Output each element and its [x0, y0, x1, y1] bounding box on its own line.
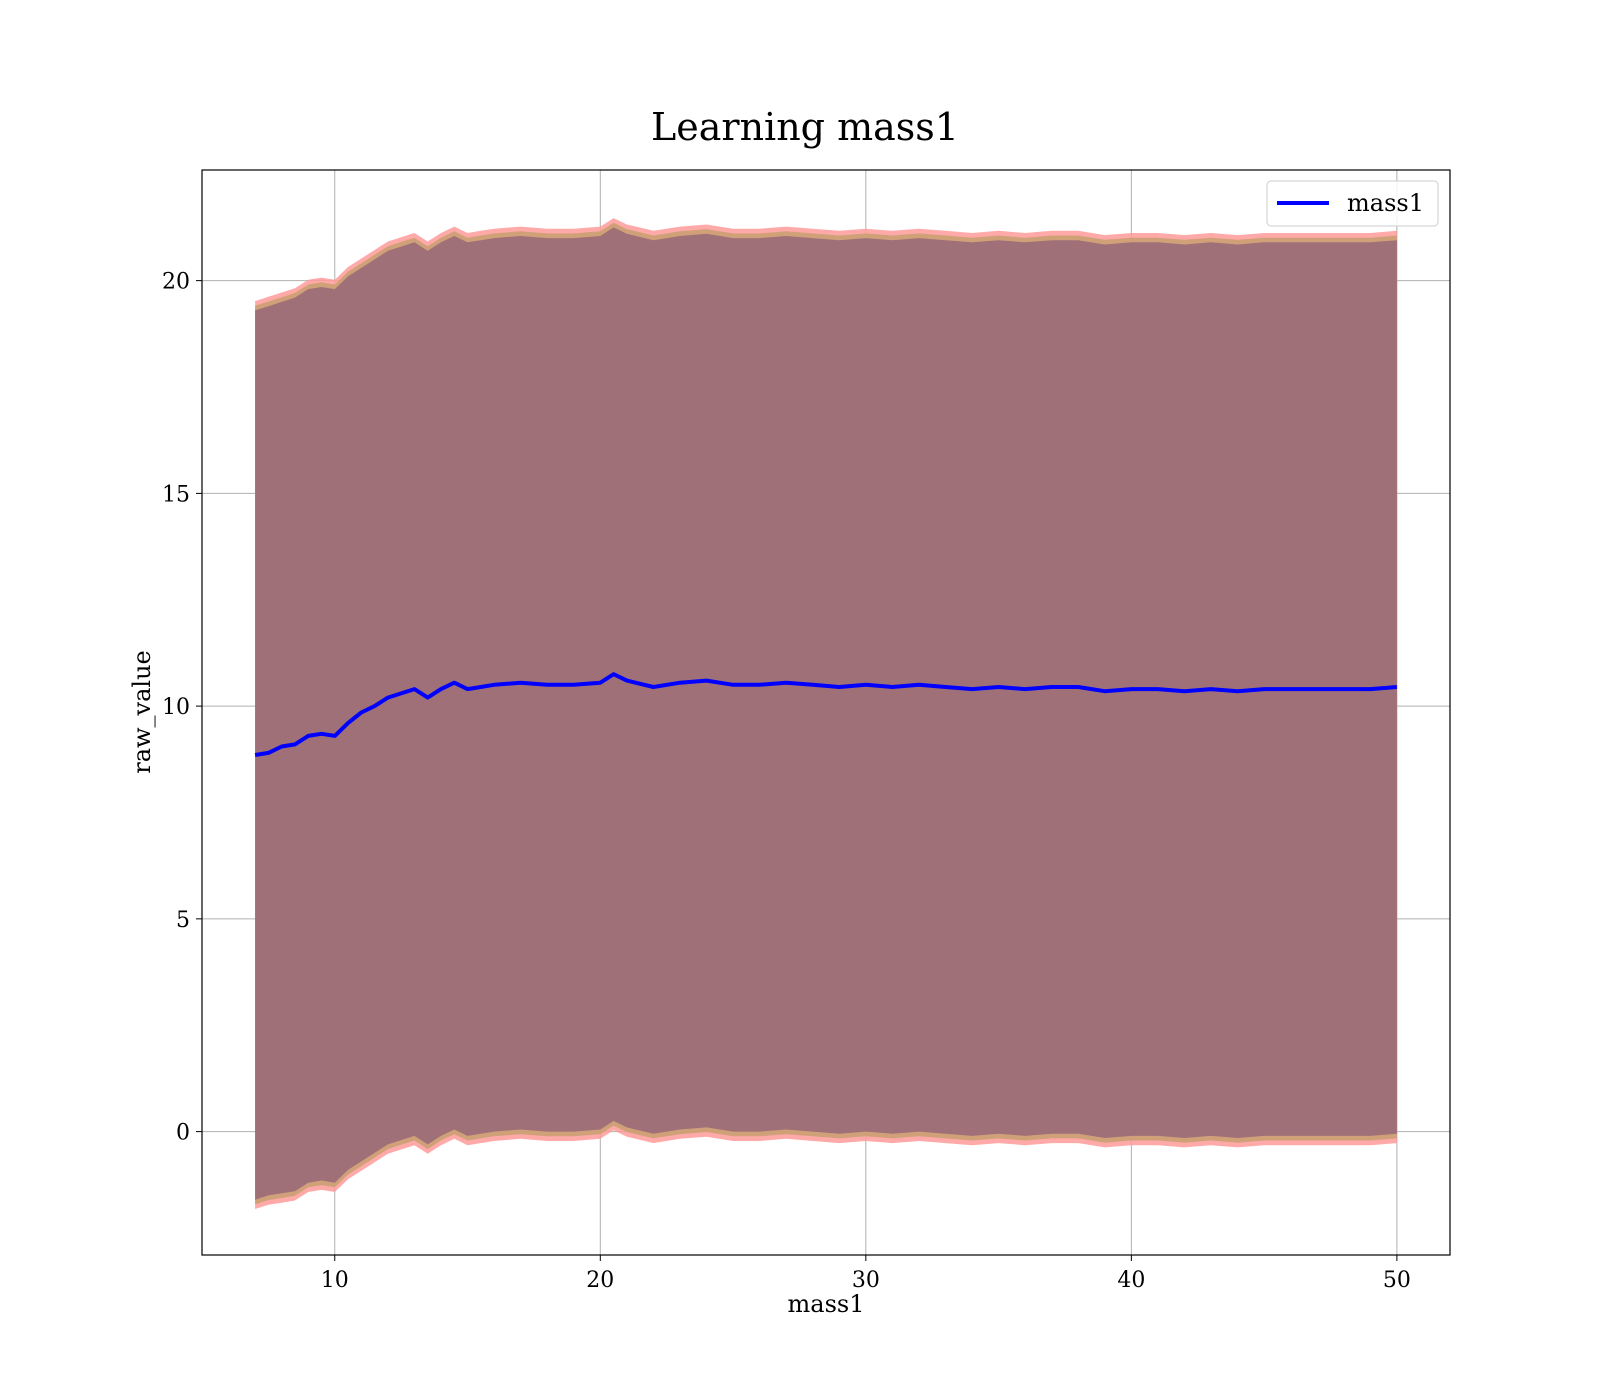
legend: mass1 — [1266, 180, 1439, 227]
tick-layer: 10 20 30 40 50 0 5 10 15 20 — [162, 270, 1411, 1293]
x-tick-label: 20 — [586, 1268, 614, 1293]
x-tick-label: 10 — [321, 1268, 349, 1293]
legend-label: mass1 — [1347, 189, 1424, 217]
x-axis-label: mass1 — [788, 1290, 865, 1318]
x-tick-label: 50 — [1383, 1268, 1411, 1293]
y-axis-label: raw_value — [128, 650, 156, 774]
y-tick-label: 15 — [162, 482, 190, 507]
x-tick-label: 40 — [1117, 1268, 1145, 1293]
series-line-mass1 — [254, 672, 1398, 757]
line-layer — [254, 672, 1398, 757]
y-tick-label: 5 — [176, 908, 190, 933]
chart-title: Learning mass1 — [651, 105, 959, 149]
plot-frame — [201, 169, 1451, 1256]
x-tick-label: 30 — [852, 1268, 880, 1293]
y-tick-label: 0 — [176, 1121, 190, 1146]
legend-box — [1266, 180, 1439, 227]
y-tick-label: 20 — [162, 270, 190, 295]
band-inner — [255, 227, 1397, 1200]
band-layer — [255, 218, 1397, 1210]
y-tick-label: 10 — [162, 695, 190, 720]
